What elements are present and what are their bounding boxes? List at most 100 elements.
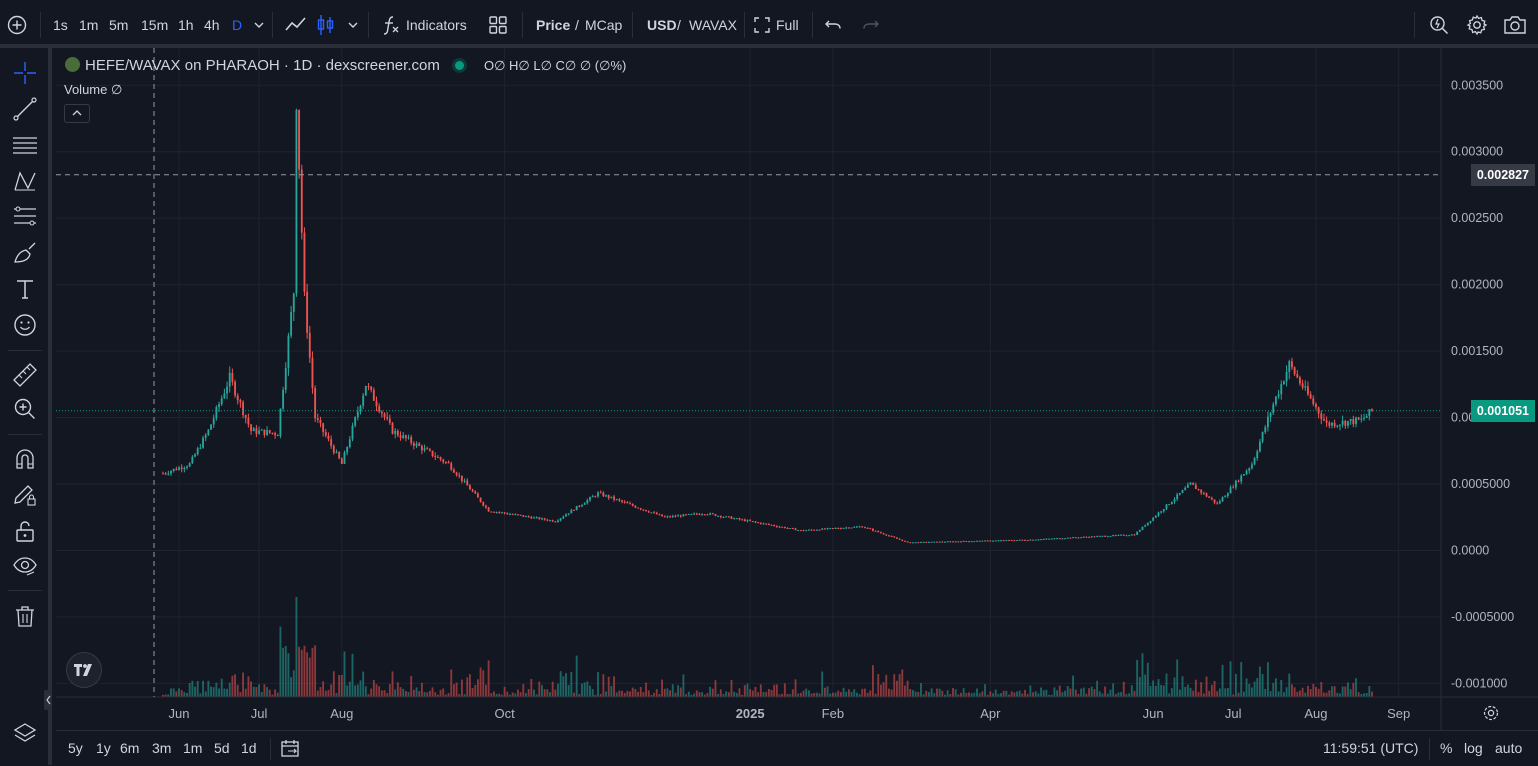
price-chart[interactable]: 0.003500 0.003000 0.002500 0.002000 0.001500… <box>56 48 1538 730</box>
price-mode-button[interactable]: Price <box>536 17 571 33</box>
trend-line-tool-button[interactable] <box>10 94 40 124</box>
percent-scale-toggle[interactable]: % <box>1440 740 1453 756</box>
range-button-1y[interactable]: 1y <box>96 740 111 756</box>
collapse-legend-button[interactable] <box>64 104 90 123</box>
volume-bar <box>917 692 920 697</box>
candle-down <box>306 291 309 333</box>
range-button-5y[interactable]: 5y <box>68 740 83 756</box>
zoom-in-tool-button[interactable] <box>10 394 40 424</box>
volume-bar <box>228 682 231 697</box>
candle-down <box>775 526 778 528</box>
volume-bar <box>1053 687 1056 697</box>
tradingview-logo[interactable] <box>66 652 102 688</box>
remove-drawings-button[interactable] <box>10 601 40 631</box>
candle-chart-type-button[interactable] <box>316 13 336 37</box>
candle-up <box>1144 525 1147 527</box>
text-tool-button[interactable] <box>10 274 40 304</box>
candle-up <box>994 540 997 542</box>
log-scale-toggle[interactable]: log <box>1464 740 1483 756</box>
volume-bar <box>1197 692 1200 697</box>
volume-bar <box>530 678 533 697</box>
indicators-button[interactable]: Indicators <box>380 12 475 38</box>
search-zap-icon <box>1430 16 1449 35</box>
candle-up <box>562 516 565 519</box>
undo-button[interactable] <box>824 16 842 34</box>
interval-button-15m[interactable]: 15m <box>141 17 169 33</box>
add-symbol-button[interactable] <box>6 14 28 36</box>
auto-scale-toggle[interactable]: auto <box>1495 740 1523 756</box>
brush-tool-button[interactable] <box>10 238 40 268</box>
candle-up <box>1341 420 1344 425</box>
candle-down <box>308 332 311 358</box>
interval-button-1h[interactable]: 1h <box>178 17 194 33</box>
volume-bar <box>949 694 952 697</box>
quick-search-button[interactable] <box>1428 14 1450 36</box>
interval-button-1m[interactable]: 1m <box>79 17 99 33</box>
redo-button[interactable] <box>862 16 880 34</box>
candle-up <box>954 541 957 543</box>
interval-button-1s[interactable]: 1s <box>53 17 68 33</box>
fullscreen-button[interactable]: Full <box>754 13 804 37</box>
smiley-icon <box>14 314 36 336</box>
hide-drawings-button[interactable] <box>10 551 40 581</box>
candle-down <box>442 459 445 462</box>
horizontal-lines-tool-button[interactable] <box>10 130 40 160</box>
volume-bar <box>730 679 733 697</box>
candle-up <box>525 516 527 518</box>
candle-down <box>778 526 781 528</box>
lock-drawings-edit-button[interactable] <box>10 480 40 510</box>
range-button-6m[interactable]: 6m <box>120 740 140 756</box>
emoji-tool-button[interactable] <box>10 310 40 340</box>
candle-down <box>474 491 477 494</box>
volume-bar <box>1010 691 1013 697</box>
candle-down <box>380 411 383 414</box>
fib-tool-button[interactable] <box>10 202 40 232</box>
object-tree-button[interactable] <box>10 718 40 748</box>
range-button-1m[interactable]: 1m <box>183 740 203 756</box>
chart-pane[interactable]: 0.003500 0.003000 0.002500 0.002000 0.001500… <box>56 48 1538 730</box>
usd-quote-button[interactable]: USD <box>647 17 677 33</box>
volume-bar <box>1344 686 1347 697</box>
interval-button-4h[interactable]: 4h <box>204 17 220 33</box>
chart-type-dropdown-button[interactable] <box>346 18 360 32</box>
x-tick-label: Apr <box>980 706 1001 721</box>
volume-bar <box>562 676 565 697</box>
candle-up <box>1000 540 1002 542</box>
lock-all-button[interactable] <box>10 516 40 546</box>
magnet-tool-button[interactable] <box>10 444 40 474</box>
ruler-tool-button[interactable] <box>10 360 40 390</box>
utc-clock[interactable]: 11:59:51 (UTC) <box>1323 740 1419 756</box>
layout-button[interactable] <box>488 15 508 35</box>
pattern-tool-button[interactable] <box>10 166 40 196</box>
volume-bar <box>746 683 749 697</box>
snapshot-button[interactable] <box>1503 14 1527 36</box>
volume-bar <box>711 688 714 697</box>
candle-down <box>490 511 493 513</box>
volume-bar <box>570 671 573 697</box>
mcap-mode-button[interactable]: MCap <box>585 17 623 33</box>
range-button-3m[interactable]: 3m <box>152 740 172 756</box>
interval-dropdown-button[interactable] <box>252 18 266 32</box>
interval-button-d[interactable]: D <box>232 17 243 33</box>
volume-bar <box>380 690 383 697</box>
candle-up <box>1109 535 1112 537</box>
interval-button-5m[interactable]: 5m <box>109 17 129 33</box>
collapse-toolbar-button[interactable] <box>44 690 52 710</box>
crosshair-tool-button[interactable] <box>10 58 40 88</box>
volume-bar <box>1333 686 1336 697</box>
settings-button[interactable] <box>1466 14 1488 36</box>
wavax-quote-button[interactable]: WAVAX <box>689 17 737 33</box>
time-axis-settings-button[interactable] <box>1482 704 1500 722</box>
calendar-arrow-icon <box>281 740 299 757</box>
range-button-5d[interactable]: 5d <box>214 740 230 756</box>
line-chart-type-button[interactable] <box>284 14 308 36</box>
candle-up <box>709 513 712 515</box>
candle-down <box>426 448 429 450</box>
candle-up <box>1112 535 1115 537</box>
candle-down <box>1296 374 1299 378</box>
volume-bar <box>300 649 303 697</box>
goto-date-button[interactable] <box>280 738 302 758</box>
candle-down <box>1210 497 1213 500</box>
volume-bar <box>714 680 717 697</box>
range-button-1d[interactable]: 1d <box>241 740 257 756</box>
